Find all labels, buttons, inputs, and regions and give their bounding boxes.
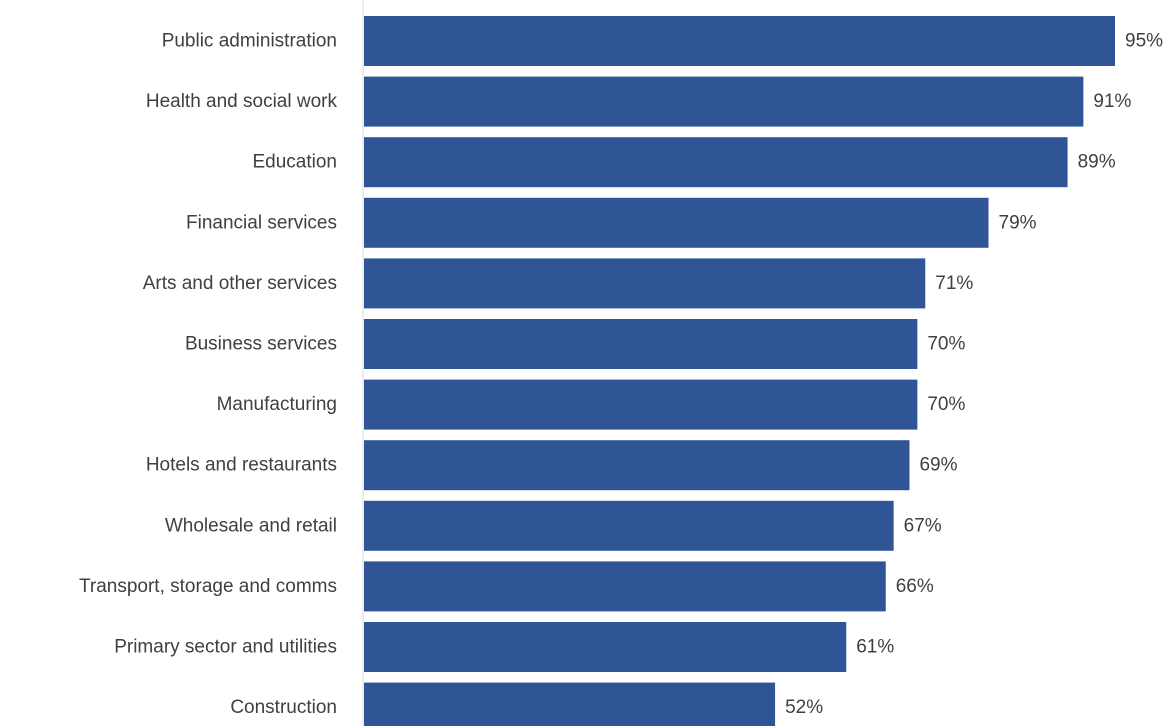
bar	[364, 197, 989, 248]
bar	[364, 258, 926, 309]
category-label: Business services	[185, 334, 337, 355]
category-label: Education	[252, 152, 337, 173]
category-label: Primary sector and utilities	[114, 637, 337, 658]
value-label: 52%	[785, 697, 823, 718]
category-labels-group: Public administration Health and social w…	[79, 31, 338, 719]
value-label: 91%	[1093, 91, 1131, 112]
bar	[364, 137, 1068, 188]
category-label: Arts and other services	[143, 273, 337, 294]
value-label: 71%	[935, 273, 973, 294]
value-label: 79%	[999, 212, 1037, 233]
bar	[364, 561, 886, 612]
category-label: Manufacturing	[217, 394, 337, 415]
value-label: 70%	[927, 334, 965, 355]
bar	[364, 379, 918, 430]
bar	[364, 500, 894, 551]
bar	[364, 76, 1084, 127]
category-label: Hotels and restaurants	[146, 455, 337, 476]
bars-group	[364, 16, 1115, 726]
value-label: 66%	[896, 576, 934, 597]
value-label: 67%	[904, 515, 942, 536]
bar	[364, 622, 847, 672]
bar	[364, 682, 776, 726]
category-label: Public administration	[162, 31, 337, 52]
bar	[364, 319, 918, 369]
category-label: Transport, storage and comms	[79, 576, 337, 597]
value-label: 95%	[1125, 31, 1163, 52]
value-label: 70%	[927, 394, 965, 415]
bar	[364, 16, 1115, 66]
value-label: 61%	[856, 637, 894, 658]
category-label: Financial services	[186, 212, 337, 233]
value-labels-group: 95% 91% 89% 79% 71% 70% 70% 69% 67% 66% 61% 52%	[785, 31, 1163, 719]
value-label: 89%	[1078, 152, 1116, 173]
category-label: Health and social work	[146, 91, 338, 112]
value-label: 69%	[919, 455, 957, 476]
category-label: Wholesale and retail	[165, 515, 337, 536]
bar	[364, 440, 910, 491]
category-label: Construction	[230, 697, 337, 718]
